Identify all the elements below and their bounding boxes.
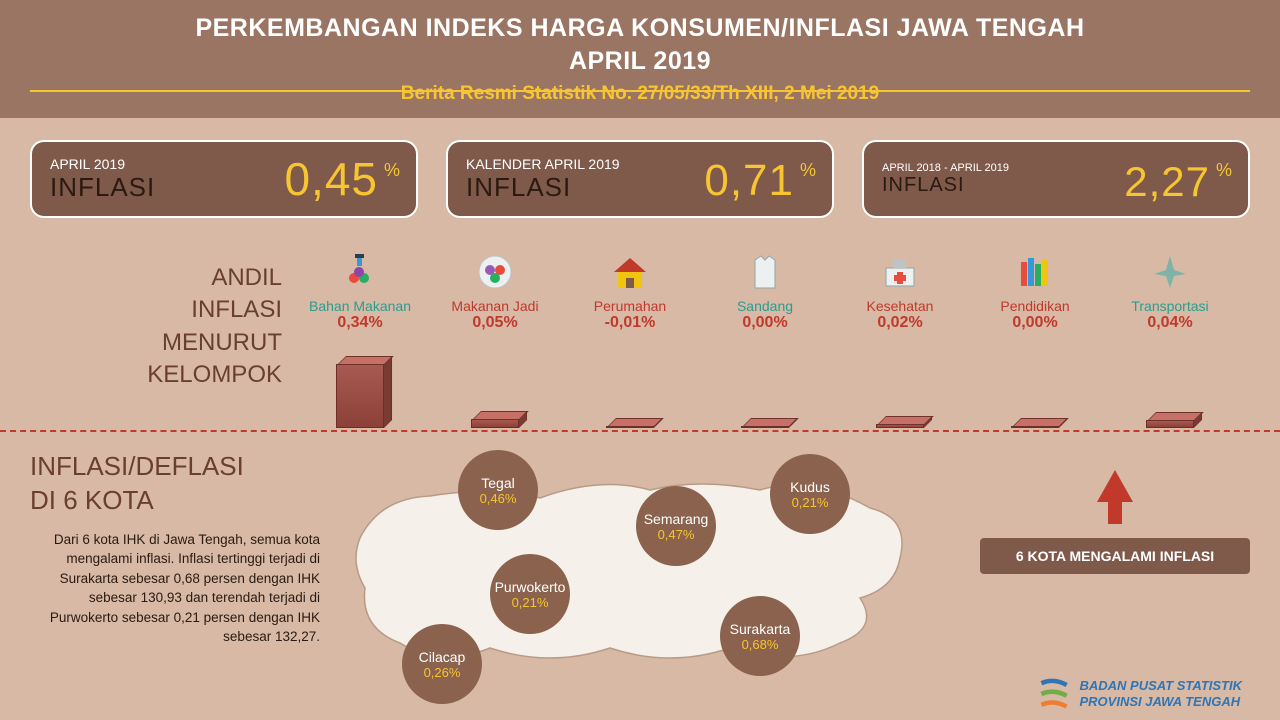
city-badge: Tegal0,46%: [458, 450, 538, 530]
card-label: INFLASI: [50, 172, 155, 203]
card-value: 2,27: [1124, 158, 1210, 206]
andil-section: ANDIL INFLASI MENURUT KELOMPOK Bahan Mak…: [30, 248, 1250, 428]
bar: [975, 358, 1095, 428]
inflation-badge: 6 KOTA MENGALAMI INFLASI: [980, 538, 1250, 574]
card-period: KALENDER APRIL 2019: [466, 156, 620, 172]
s3-title: INFLASI/DEFLASI DI 6 KOTA: [30, 450, 320, 518]
group-value: 0,05%: [435, 314, 555, 332]
andil-title: ANDIL INFLASI MENURUT KELOMPOK: [30, 248, 300, 428]
title-line1: PERKEMBANGAN INDEKS HARGA KONSUMEN/INFLA…: [195, 14, 1084, 42]
city-value: 0,26%: [424, 665, 461, 680]
group-value: 0,04%: [1110, 314, 1230, 332]
card-pct: %: [384, 160, 400, 181]
food-icon: [300, 248, 420, 296]
bar: [570, 358, 690, 428]
group-label: Bahan Makanan: [300, 298, 420, 314]
card-label: INFLASI: [882, 174, 1009, 197]
footer-text: BADAN PUSAT STATISTIK PROVINSI JAWA TENG…: [1080, 678, 1243, 709]
bar: [1110, 358, 1230, 428]
title-line2: APRIL 2019: [569, 47, 711, 75]
group-label: Perumahan: [570, 298, 690, 314]
city-value: 0,21%: [512, 595, 549, 610]
s3-title-l2: DI 6 KOTA: [30, 485, 154, 515]
s3-title-l1: INFLASI/DEFLASI: [30, 451, 244, 481]
group-label: Kesehatan: [840, 298, 960, 314]
group-label: Makanan Jadi: [435, 298, 555, 314]
group-item: Transportasi 0,04%: [1110, 248, 1230, 428]
andil-l1: ANDIL: [211, 264, 282, 291]
city-value: 0,21%: [792, 495, 829, 510]
s3-body: Dari 6 kota IHK di Jawa Tengah, semua ko…: [30, 530, 320, 647]
city-name: Semarang: [644, 511, 709, 527]
city-name: Surakarta: [730, 621, 791, 637]
header: PERKEMBANGAN INDEKS HARGA KONSUMEN/INFLA…: [0, 0, 1280, 118]
arrow-stem: [1108, 500, 1122, 524]
city-badge: Surakarta0,68%: [720, 596, 800, 676]
shirt-icon: [705, 248, 825, 296]
header-divider: [30, 90, 1250, 92]
right-panel: 6 KOTA MENGALAMI INFLASI: [980, 470, 1250, 574]
group-bars: Bahan Makanan 0,34% Makanan Jadi 0,05% P…: [300, 248, 1250, 428]
group-item: Kesehatan 0,02%: [840, 248, 960, 428]
city-value: 0,68%: [742, 637, 779, 652]
andil-l4: KELOMPOK: [147, 361, 282, 388]
bar: [840, 358, 960, 428]
group-value: 0,02%: [840, 314, 960, 332]
house-icon: [570, 248, 690, 296]
bar: [705, 358, 825, 428]
group-item: Makanan Jadi 0,05%: [435, 248, 555, 428]
city-badge: Semarang0,47%: [636, 486, 716, 566]
group-label: Pendidikan: [975, 298, 1095, 314]
card-period: APRIL 2019: [50, 156, 155, 172]
city-badge: Cilacap0,26%: [402, 624, 482, 704]
plane-icon: [1110, 248, 1230, 296]
group-item: Perumahan -0,01%: [570, 248, 690, 428]
group-value: 0,00%: [705, 314, 825, 332]
group-item: Bahan Makanan 0,34%: [300, 248, 420, 428]
map-area: Tegal0,46%Semarang0,47%Kudus0,21%Purwoke…: [340, 456, 960, 706]
card-yoy: APRIL 2018 - APRIL 2019 INFLASI 2,27 %: [862, 140, 1250, 218]
card-calendar: KALENDER APRIL 2019 INFLASI 0,71 %: [446, 140, 834, 218]
bps-logo-icon: [1036, 676, 1072, 712]
city-badge: Kudus0,21%: [770, 454, 850, 534]
city-name: Cilacap: [419, 649, 466, 665]
card-value: 0,45: [284, 152, 378, 206]
card-label: INFLASI: [466, 172, 620, 203]
books-icon: [975, 248, 1095, 296]
group-item: Sandang 0,00%: [705, 248, 825, 428]
card-period: APRIL 2018 - APRIL 2019: [882, 162, 1009, 174]
city-name: Tegal: [481, 475, 514, 491]
group-value: 0,34%: [300, 314, 420, 332]
group-value: -0,01%: [570, 314, 690, 332]
footer-logo: BADAN PUSAT STATISTIK PROVINSI JAWA TENG…: [1036, 676, 1243, 712]
bar: [435, 358, 555, 428]
city-name: Purwokerto: [495, 579, 566, 595]
city-badge: Purwokerto0,21%: [490, 554, 570, 634]
group-label: Sandang: [705, 298, 825, 314]
city-name: Kudus: [790, 479, 830, 495]
arrow-up-icon: [1097, 470, 1133, 502]
page-title: PERKEMBANGAN INDEKS HARGA KONSUMEN/INFLA…: [0, 0, 1280, 77]
andil-l2: INFLASI: [191, 296, 282, 323]
bar: [300, 358, 420, 428]
group-item: Pendidikan 0,00%: [975, 248, 1095, 428]
card-month: APRIL 2019 INFLASI 0,45 %: [30, 140, 418, 218]
group-value: 0,00%: [975, 314, 1095, 332]
card-pct: %: [1216, 160, 1232, 181]
subtitle: Berita Resmi Statistik No. 27/05/33/Th X…: [0, 83, 1280, 105]
card-pct: %: [800, 160, 816, 181]
andil-l3: MENURUT: [162, 329, 282, 356]
cities-section: INFLASI/DEFLASI DI 6 KOTA Dari 6 kota IH…: [30, 450, 1250, 720]
stat-cards: APRIL 2019 INFLASI 0,45 % KALENDER APRIL…: [30, 140, 1250, 218]
footer-l1: BADAN PUSAT STATISTIK: [1080, 678, 1243, 693]
city-value: 0,47%: [658, 527, 695, 542]
health-icon: [840, 248, 960, 296]
dashed-divider: [0, 430, 1280, 432]
group-label: Transportasi: [1110, 298, 1230, 314]
city-value: 0,46%: [480, 491, 517, 506]
footer-l2: PROVINSI JAWA TENGAH: [1080, 694, 1241, 709]
card-value: 0,71: [704, 156, 794, 206]
plate-icon: [435, 248, 555, 296]
